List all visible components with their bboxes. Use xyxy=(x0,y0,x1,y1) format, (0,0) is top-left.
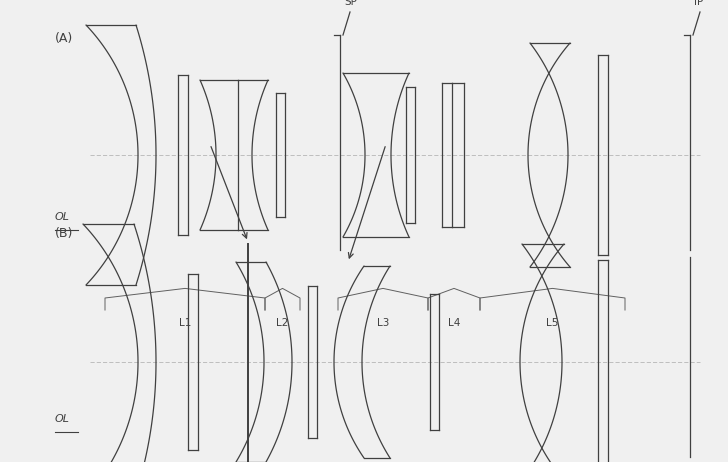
Text: L3: L3 xyxy=(377,318,389,328)
Text: L5: L5 xyxy=(546,318,558,328)
Text: L4: L4 xyxy=(448,318,460,328)
Text: (B): (B) xyxy=(55,227,74,240)
Text: SP: SP xyxy=(344,0,357,7)
Text: OL: OL xyxy=(55,212,70,222)
Text: IP: IP xyxy=(694,0,703,7)
Text: (A): (A) xyxy=(55,32,74,45)
Text: L1: L1 xyxy=(179,318,191,328)
Text: OL: OL xyxy=(55,414,70,424)
Text: L2: L2 xyxy=(276,318,288,328)
